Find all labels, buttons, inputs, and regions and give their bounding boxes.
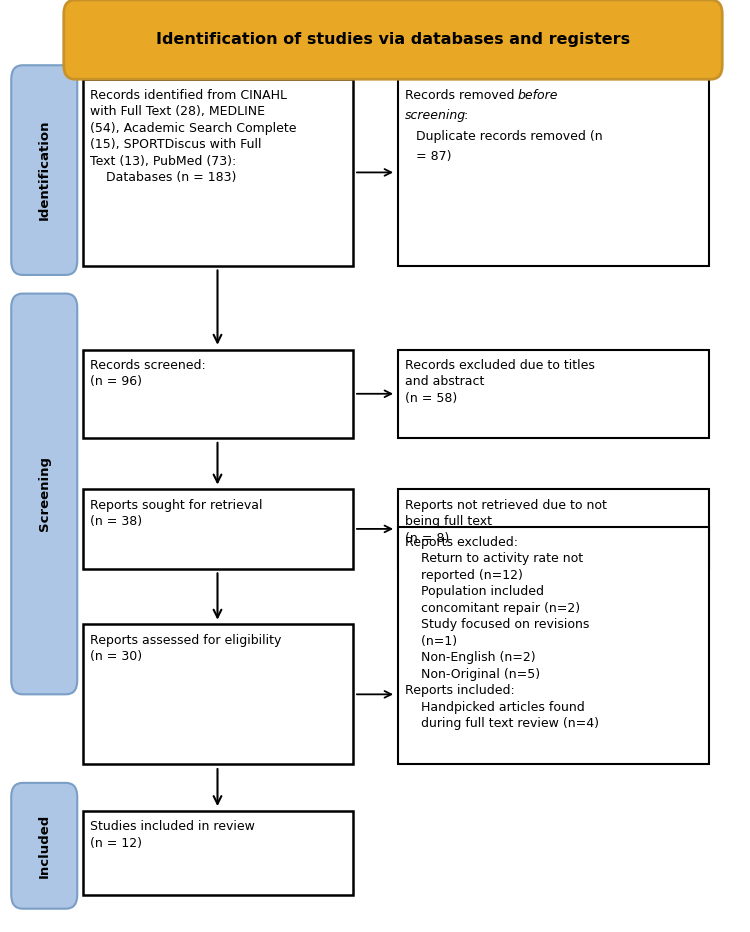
Text: Included: Included [38,814,51,878]
FancyBboxPatch shape [11,783,77,909]
Text: screening: screening [405,109,466,122]
Text: Studies included in review
(n = 12): Studies included in review (n = 12) [90,820,255,850]
FancyBboxPatch shape [398,527,709,764]
Text: Records identified from CINAHL
with Full Text (28), MEDLINE
(54), Academic Searc: Records identified from CINAHL with Full… [90,89,296,184]
Text: Screening: Screening [38,457,51,531]
Text: :: : [464,109,468,122]
Text: = 87): = 87) [416,150,452,163]
Text: Identification of studies via databases and registers: Identification of studies via databases … [156,32,630,48]
Text: Records excluded due to titles
and abstract
(n = 58): Records excluded due to titles and abstr… [405,359,595,404]
FancyBboxPatch shape [82,489,352,569]
Text: Records screened:
(n = 96): Records screened: (n = 96) [90,359,206,389]
FancyBboxPatch shape [82,79,352,266]
Text: Reports assessed for eligibility
(n = 30): Reports assessed for eligibility (n = 30… [90,634,281,664]
FancyBboxPatch shape [11,65,77,275]
Text: before: before [518,89,558,102]
Text: Reports not retrieved due to not
being full text
(n = 8): Reports not retrieved due to not being f… [405,499,607,544]
FancyBboxPatch shape [398,489,709,569]
FancyBboxPatch shape [64,0,722,79]
FancyBboxPatch shape [82,811,352,895]
Text: Duplicate records removed (n: Duplicate records removed (n [416,130,603,143]
FancyBboxPatch shape [398,79,709,266]
FancyBboxPatch shape [82,624,352,764]
FancyBboxPatch shape [398,350,709,438]
Text: Records removed: Records removed [405,89,518,102]
FancyBboxPatch shape [11,294,77,694]
Text: Reports sought for retrieval
(n = 38): Reports sought for retrieval (n = 38) [90,499,262,528]
FancyBboxPatch shape [82,350,352,438]
Text: Identification: Identification [38,120,51,220]
Text: Reports excluded:
    Return to activity rate not
    reported (n=12)
    Popula: Reports excluded: Return to activity rat… [405,536,599,731]
